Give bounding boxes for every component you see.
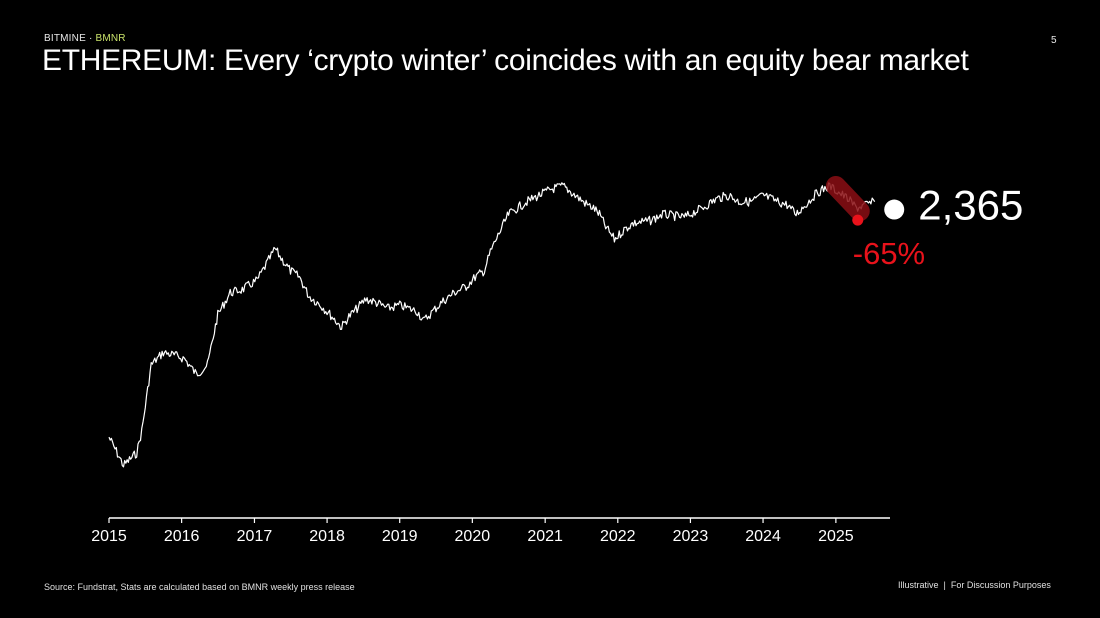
- source-note: Source: Fundstrat, Stats are calculated …: [44, 582, 355, 592]
- x-tick-label-2023: 2023: [673, 528, 709, 545]
- x-tick-label-2015: 2015: [91, 528, 127, 545]
- x-tick-label-2025: 2025: [818, 528, 854, 545]
- x-tick-label-2018: 2018: [309, 528, 345, 545]
- brand-ticker: BMNR: [95, 33, 126, 44]
- drawdown-marker: [852, 214, 864, 226]
- disclaimer: Illustrative | For Discussion Purposes: [898, 580, 1051, 590]
- page-number: 5: [1051, 35, 1057, 46]
- latest-value-marker: [884, 199, 905, 220]
- x-tick-label-2020: 2020: [455, 528, 491, 545]
- drawdown-label: -65%: [853, 236, 925, 271]
- brand-separator: ·: [85, 33, 96, 44]
- page-title: ETHEREUM: Every ‘crypto winter’ coincide…: [42, 44, 969, 77]
- x-tick-label-2022: 2022: [600, 528, 636, 545]
- disclaimer-discussion: For Discussion Purposes: [950, 580, 1051, 590]
- disclaimer-separator: |: [943, 580, 946, 590]
- x-tick-label-2021: 2021: [527, 528, 563, 545]
- x-tick-label-2017: 2017: [237, 528, 273, 545]
- latest-value-label: 2,365: [918, 182, 1023, 229]
- x-tick-label-2024: 2024: [745, 528, 781, 545]
- x-tick-label-2019: 2019: [382, 528, 418, 545]
- disclaimer-illustrative: Illustrative: [898, 580, 939, 590]
- price-line: [108, 182, 876, 468]
- x-tick-label-2016: 2016: [164, 528, 200, 545]
- brand-label: BITMINE · BMNR: [44, 33, 126, 44]
- drawdown-band: [825, 176, 870, 222]
- brand-name: BITMINE: [44, 33, 86, 44]
